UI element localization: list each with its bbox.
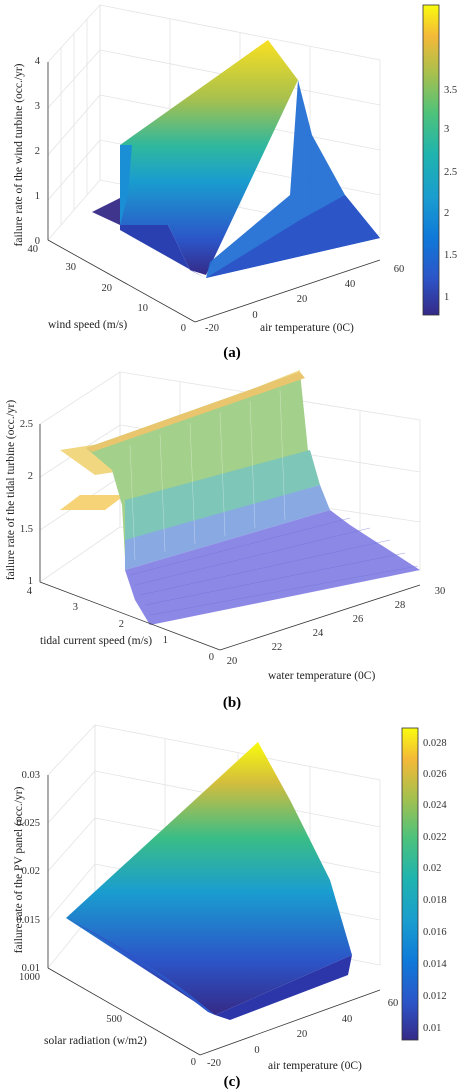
z-tick: 3 bbox=[35, 101, 40, 112]
x-tick: 60 bbox=[388, 998, 399, 1009]
z-tick: 0.02 bbox=[22, 866, 40, 877]
surface-b bbox=[60, 370, 420, 625]
colorbar-tick: 2.5 bbox=[444, 167, 457, 178]
z-tick: 4 bbox=[35, 56, 41, 67]
x-axis-c bbox=[199, 989, 381, 1056]
y-tick: 40 bbox=[28, 244, 39, 255]
x-axis-label-a: air temperature (0C) bbox=[260, 322, 354, 334]
x-tick: 0 bbox=[252, 310, 257, 321]
x-ticks-a: -20 0 20 40 60 bbox=[205, 264, 404, 334]
x-tick: 24 bbox=[313, 628, 324, 639]
colorbar-tick: 0.02 bbox=[423, 863, 441, 874]
x-tick: 28 bbox=[395, 600, 406, 611]
x-axis-label-b: water temperature (0C) bbox=[268, 670, 375, 682]
x-tick: 20 bbox=[297, 294, 308, 305]
y-tick: 20 bbox=[102, 283, 113, 294]
colorbar-tick: 0.016 bbox=[423, 927, 447, 938]
caption-b: (b) bbox=[223, 695, 241, 711]
x-tick: 30 bbox=[435, 586, 446, 597]
surface-a bbox=[92, 40, 380, 278]
z-ticks-a: 0 1 2 3 4 bbox=[35, 56, 41, 247]
y-ticks-a: 40 30 20 10 0 bbox=[28, 244, 187, 334]
y-tick: 1000 bbox=[19, 972, 40, 983]
x-axis-b bbox=[219, 584, 421, 651]
z-tick: 0.015 bbox=[16, 915, 40, 926]
y-ticks-b: 4 3 2 1 0 bbox=[27, 586, 214, 663]
colorbar-tick: 0.018 bbox=[423, 895, 447, 906]
colorbar-tick: 1 bbox=[444, 292, 449, 303]
z-axis-label-b: failure rate of the tidal turbine (occ./… bbox=[5, 400, 17, 581]
figure-c: 0.03 0.025 0.02 0.015 0.01 1000 500 0 -2… bbox=[13, 723, 447, 1090]
x-tick: -20 bbox=[205, 323, 219, 334]
z-tick: 1 bbox=[28, 576, 33, 587]
colorbar-tick: 0.01 bbox=[423, 1023, 441, 1034]
colorbar-tick: 2 bbox=[444, 208, 449, 219]
figure-a: 0 1 2 3 4 40 30 20 10 0 -20 0 20 40 60 f… bbox=[13, 3, 457, 361]
colorbar-tick: 0.014 bbox=[423, 959, 447, 970]
figure-b: 2.5 2 1.5 1 4 3 2 1 0 20 22 24 26 28 30 … bbox=[5, 370, 445, 711]
colorbar-ticks-a: 3.5 3 2.5 2 1.5 1 bbox=[444, 85, 457, 303]
z-tick: 0.025 bbox=[16, 818, 40, 829]
colorbar-tick: 1.5 bbox=[444, 250, 457, 261]
colorbar-tick: 0.026 bbox=[423, 769, 447, 780]
y-tick: 500 bbox=[106, 1014, 122, 1025]
y-tick: 3 bbox=[73, 602, 78, 613]
y-axis-label-c: solar radiation (w/m2) bbox=[44, 1035, 147, 1047]
z-tick: 2 bbox=[35, 146, 40, 157]
colorbar-ticks-c: 0.028 0.026 0.024 0.022 0.02 0.018 0.016… bbox=[423, 738, 447, 1034]
x-tick: -20 bbox=[207, 1058, 221, 1069]
colorbar-tick: 0.022 bbox=[423, 832, 447, 843]
x-tick: 40 bbox=[342, 1014, 353, 1025]
y-axis-label-a: wind speed (m/s) bbox=[48, 319, 127, 331]
x-tick: 40 bbox=[345, 279, 356, 290]
colorbar-a bbox=[422, 4, 440, 316]
x-axis-label-c: air temperature (0C) bbox=[268, 1060, 362, 1072]
y-axis-b bbox=[39, 581, 221, 651]
y-tick: 10 bbox=[138, 303, 149, 314]
z-tick: 1.5 bbox=[20, 524, 33, 535]
y-tick: 0 bbox=[181, 323, 186, 334]
colorbar-tick: 0.024 bbox=[423, 800, 447, 811]
caption-a: (a) bbox=[223, 345, 241, 361]
colorbar-c bbox=[401, 727, 419, 1041]
x-tick: 20 bbox=[227, 656, 238, 667]
surface-b-mesh bbox=[129, 517, 419, 616]
z-ticks-b: 2.5 2 1.5 1 bbox=[20, 419, 33, 587]
y-ticks-c: 1000 500 0 bbox=[19, 972, 196, 1068]
y-axis-a bbox=[47, 239, 196, 323]
x-tick: 0 bbox=[254, 1045, 259, 1056]
x-tick: 22 bbox=[272, 642, 283, 653]
x-ticks-c: -20 0 20 40 60 bbox=[207, 998, 398, 1069]
y-tick: 1 bbox=[163, 635, 168, 646]
x-ticks-b: 20 22 24 26 28 30 bbox=[227, 586, 446, 667]
surface-b-stripes bbox=[129, 389, 286, 561]
z-tick: 0 bbox=[35, 236, 40, 247]
z-tick: 0.03 bbox=[22, 770, 40, 781]
x-tick: 20 bbox=[297, 1029, 308, 1040]
x-axis-a bbox=[194, 259, 381, 323]
y-tick: 2 bbox=[119, 619, 124, 630]
colorbar-tick: 0.012 bbox=[423, 991, 447, 1002]
y-tick: 0 bbox=[191, 1057, 196, 1068]
colorbar-tick: 0.028 bbox=[423, 738, 447, 749]
z-tick: 0.01 bbox=[22, 963, 40, 974]
z-ticks-c: 0.03 0.025 0.02 0.015 0.01 bbox=[16, 770, 40, 974]
caption-c: (c) bbox=[224, 1074, 241, 1090]
y-tick: 30 bbox=[66, 262, 77, 273]
z-tick: 2 bbox=[28, 471, 33, 482]
z-tick: 2.5 bbox=[20, 419, 33, 430]
z-tick: 1 bbox=[35, 191, 40, 202]
y-axis-c bbox=[47, 967, 201, 1056]
y-axis-label-b: tidal current speed (m/s) bbox=[40, 635, 152, 647]
y-tick: 4 bbox=[27, 586, 33, 597]
y-tick: 0 bbox=[209, 652, 214, 663]
colorbar-tick: 3.5 bbox=[444, 85, 457, 96]
colorbar-tick: 3 bbox=[444, 124, 449, 135]
z-axis-label-c: failure rate of the PV panel (occ./yr) bbox=[13, 786, 25, 953]
x-tick: 26 bbox=[353, 614, 364, 625]
surface-c bbox=[66, 742, 352, 1020]
x-tick: 60 bbox=[394, 264, 405, 275]
z-axis-label-a: failure rate of the wind turbine (occ./y… bbox=[13, 63, 25, 246]
